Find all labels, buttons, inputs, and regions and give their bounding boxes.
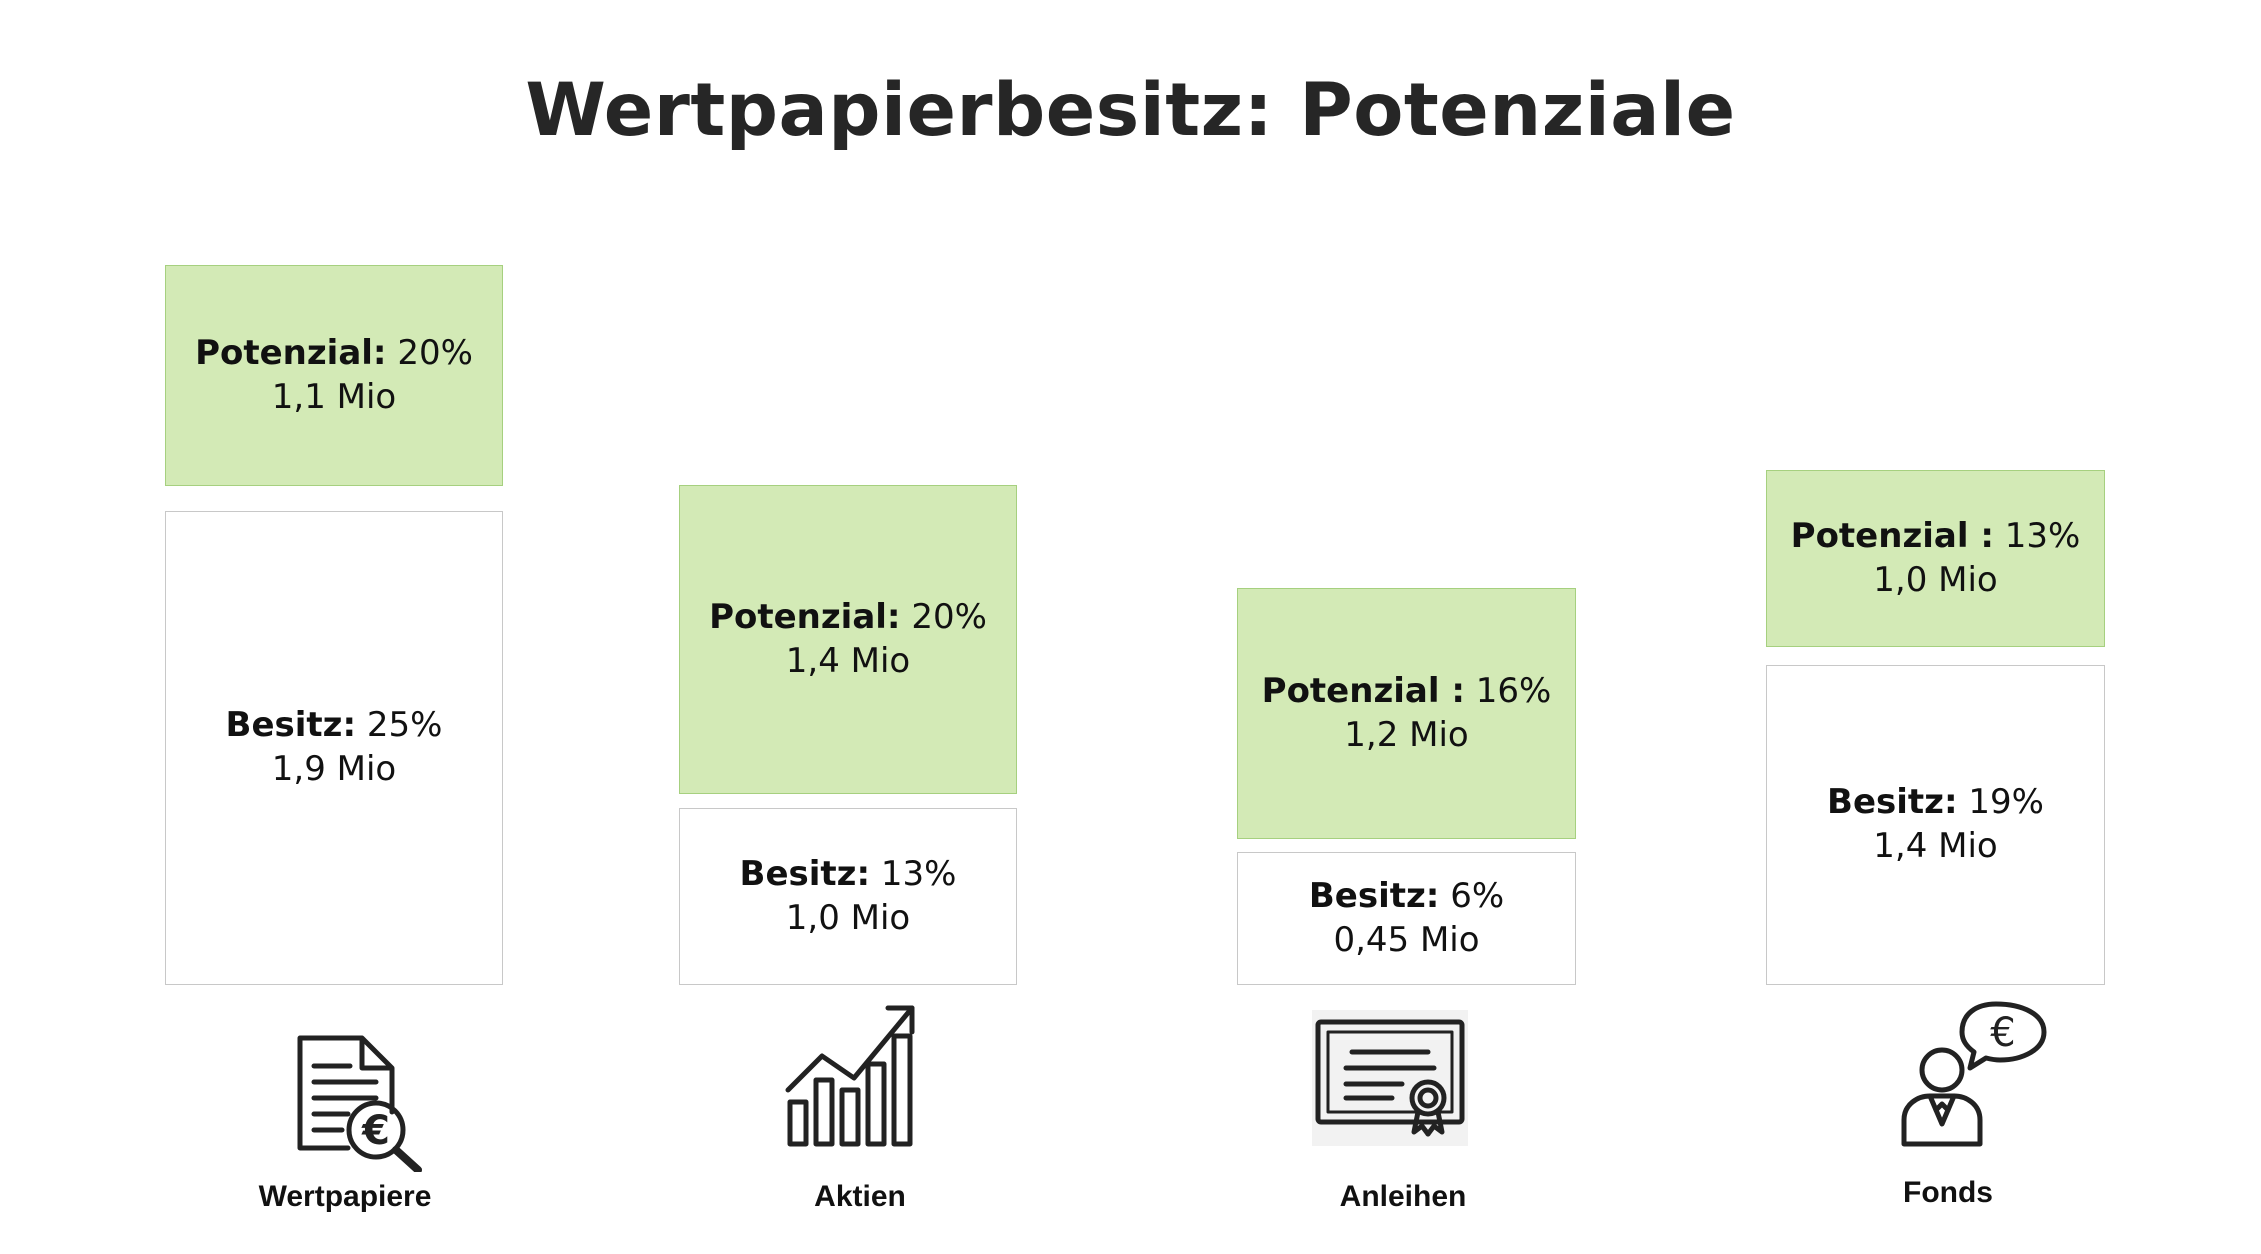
holding-prefix: Besitz:: [1827, 782, 1958, 823]
bond-certificate-icon: [1312, 1010, 1468, 1146]
holding-percent-label: 19%: [1968, 782, 2044, 823]
potential-percent-label: 20%: [397, 332, 473, 373]
potential-prefix: Potenzial:: [709, 596, 901, 637]
potential-count-label: 1,4 Mio: [785, 640, 911, 681]
bar-potential-anleihen: Potenzial : 16% 1,2 Mio: [1237, 588, 1576, 839]
bar-holding-wertpapiere: Besitz: 25% 1,9 Mio: [165, 511, 503, 985]
potential-percent-label: 13%: [2004, 515, 2081, 556]
holding-prefix: Besitz:: [1308, 875, 1440, 916]
holding-percent-label: 25%: [366, 705, 443, 746]
potential-count-label: 1,1 Mio: [271, 376, 397, 417]
growth-chart-icon: [785, 1005, 915, 1147]
bar-potential-aktien: Potenzial: 20% 1,4 Mio: [679, 485, 1017, 794]
potential-percent-label: 16%: [1475, 670, 1552, 711]
category-label-aktien: Aktien: [814, 1180, 906, 1213]
potential-percent-label: 20%: [911, 596, 987, 637]
holding-prefix: Besitz:: [225, 705, 357, 746]
bar-holding-aktien: Besitz: 13% 1,0 Mio: [679, 808, 1017, 985]
potential-prefix: Potenzial:: [195, 332, 387, 373]
potential-count-label: 1,0 Mio: [1873, 559, 1998, 600]
potential-prefix: Potenzial :: [1790, 515, 1994, 556]
bar-potential-fonds: Potenzial : 13% 1,0 Mio: [1766, 470, 2105, 647]
svg-text:€: €: [1990, 1010, 2015, 1056]
potential-prefix: Potenzial :: [1261, 670, 1465, 711]
bar-potential-wertpapiere: Potenzial: 20% 1,1 Mio: [165, 265, 503, 486]
advisor-euro-icon: €: [1901, 1001, 2047, 1147]
holding-count-label: 1,0 Mio: [785, 897, 911, 938]
holding-prefix: Besitz:: [739, 853, 871, 894]
category-label-wertpapiere: Wertpapiere: [258, 1180, 432, 1213]
page-title: Wertpapierbesitz: Potenziale: [525, 68, 1736, 153]
category-label-anleihen: Anleihen: [1339, 1180, 1467, 1213]
holding-count-label: 1,4 Mio: [1873, 826, 1998, 866]
holding-count-label: 1,9 Mio: [271, 749, 397, 789]
category-label-fonds: Fonds: [1903, 1176, 1993, 1209]
holding-percent-label: 13%: [880, 853, 957, 894]
holding-percent-label: 6%: [1450, 875, 1505, 916]
holding-count-label: 0,45 Mio: [1333, 919, 1480, 960]
potential-count-label: 1,2 Mio: [1344, 714, 1469, 755]
bar-holding-anleihen: Besitz: 6% 0,45 Mio: [1237, 852, 1576, 985]
bar-holding-fonds: Besitz: 19% 1,4 Mio: [1766, 665, 2105, 985]
document-euro-magnifier-icon: €: [297, 1035, 422, 1172]
svg-text:€: €: [361, 1108, 390, 1154]
